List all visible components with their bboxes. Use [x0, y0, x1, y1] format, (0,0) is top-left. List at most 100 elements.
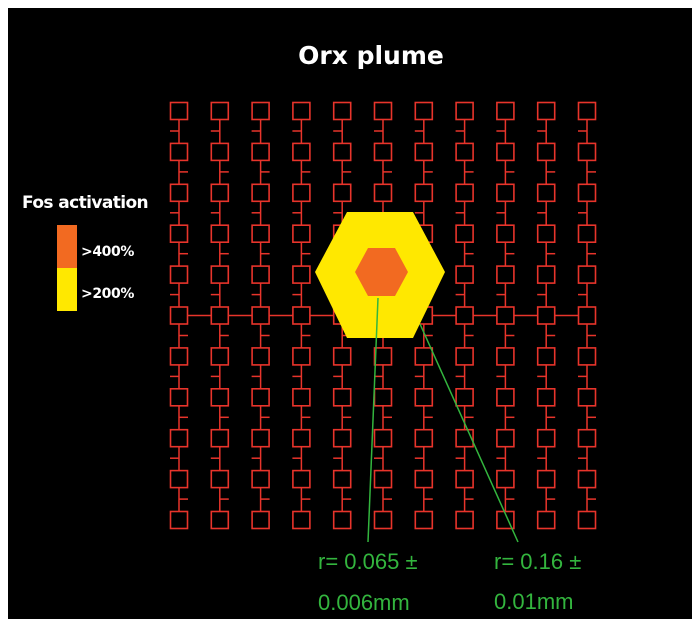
grid-node — [496, 101, 515, 121]
grid-node — [169, 224, 189, 243]
grid-node — [251, 428, 270, 448]
inner-hexagon — [355, 248, 408, 296]
grid-node — [251, 142, 270, 162]
grid-node — [292, 224, 311, 243]
grid-node — [169, 428, 189, 448]
grid-node — [373, 142, 393, 162]
annotation-inner-error: 0.006mm — [318, 590, 410, 615]
grid-node — [292, 183, 311, 203]
grid-node — [332, 387, 352, 407]
annotation-line-inner — [367, 297, 379, 543]
grid-node — [373, 183, 393, 203]
grid-node — [496, 387, 515, 407]
grid-node — [210, 347, 230, 366]
grid-node — [455, 306, 474, 325]
grid-node — [536, 183, 556, 203]
grid-node — [292, 101, 311, 121]
grid-node — [536, 469, 556, 489]
grid-node — [210, 101, 230, 121]
legend-swatch-200 — [57, 268, 77, 311]
grid-node — [169, 265, 189, 284]
annotation-inner: r= 0.065 ± 0.006mm — [318, 549, 418, 615]
annotation-line-outer — [419, 323, 519, 543]
grid-node — [292, 469, 311, 489]
grid-node — [414, 387, 434, 407]
grid-node — [251, 347, 270, 366]
grid-node — [455, 387, 474, 407]
annotation-outer: r= 0.16 ± 0.01mm — [494, 549, 581, 614]
grid-node — [536, 347, 556, 366]
grid-node — [332, 183, 352, 203]
grid-node — [536, 142, 556, 162]
legend-title: Fos activation — [22, 193, 148, 213]
grid-node — [210, 183, 230, 203]
grid-node — [292, 142, 311, 162]
annotation-inner-radius: r= 0.065 ± — [318, 549, 418, 574]
grid-node — [496, 224, 515, 243]
grid-node — [292, 510, 311, 530]
grid-node — [292, 347, 311, 366]
grid-node — [210, 306, 230, 325]
grid-node — [577, 142, 597, 162]
grid-node — [210, 510, 230, 530]
grid-node — [455, 265, 474, 284]
grid-node — [536, 428, 556, 448]
grid-node — [577, 469, 597, 489]
grid-node — [332, 428, 352, 448]
grid-node — [210, 265, 230, 284]
grid-node — [373, 510, 393, 530]
legend-swatch-400 — [57, 225, 77, 268]
grid-node — [455, 347, 474, 366]
grid-node — [414, 101, 434, 121]
legend-label-200: >200% — [81, 286, 134, 302]
grid-node — [536, 265, 556, 284]
grid-node — [577, 183, 597, 203]
grid-node — [251, 387, 270, 407]
grid-node — [169, 142, 189, 162]
grid-node — [251, 101, 270, 121]
grid-node — [536, 306, 556, 325]
grid-node — [496, 428, 515, 448]
grid-node — [169, 306, 189, 325]
grid-node — [332, 469, 352, 489]
grid-node — [169, 510, 189, 530]
grid-node — [251, 183, 270, 203]
grid-node — [292, 265, 311, 284]
legend-label-400: >400% — [81, 244, 134, 260]
grid-node — [577, 387, 597, 407]
grid-node — [577, 224, 597, 243]
grid-node — [496, 306, 515, 325]
grid-node — [414, 347, 434, 366]
neuron-grid — [169, 101, 597, 530]
grid-node — [577, 347, 597, 366]
annotation-outer-radius: r= 0.16 ± — [494, 549, 581, 574]
grid-node — [210, 142, 230, 162]
grid-node — [455, 183, 474, 203]
grid-node — [455, 142, 474, 162]
grid-node — [577, 510, 597, 530]
grid-node — [455, 510, 474, 530]
grid-node — [210, 387, 230, 407]
grid-node — [577, 428, 597, 448]
grid-node — [169, 387, 189, 407]
grid-node — [332, 101, 352, 121]
grid-node — [332, 142, 352, 162]
grid-node — [373, 469, 393, 489]
grid-node — [414, 428, 434, 448]
grid-node — [577, 265, 597, 284]
legend: Fos activation >400% >200% — [22, 193, 149, 311]
grid-node — [496, 142, 515, 162]
grid-node — [577, 101, 597, 121]
grid-node — [292, 387, 311, 407]
grid-node — [210, 469, 230, 489]
grid-node — [455, 224, 474, 243]
grid-node — [414, 142, 434, 162]
grid-node — [536, 101, 556, 121]
grid-node — [169, 183, 189, 203]
figure-title: Orx plume — [298, 41, 444, 70]
grid-node — [292, 306, 311, 325]
grid-node — [169, 469, 189, 489]
grid-node — [251, 265, 270, 284]
grid-node — [251, 469, 270, 489]
